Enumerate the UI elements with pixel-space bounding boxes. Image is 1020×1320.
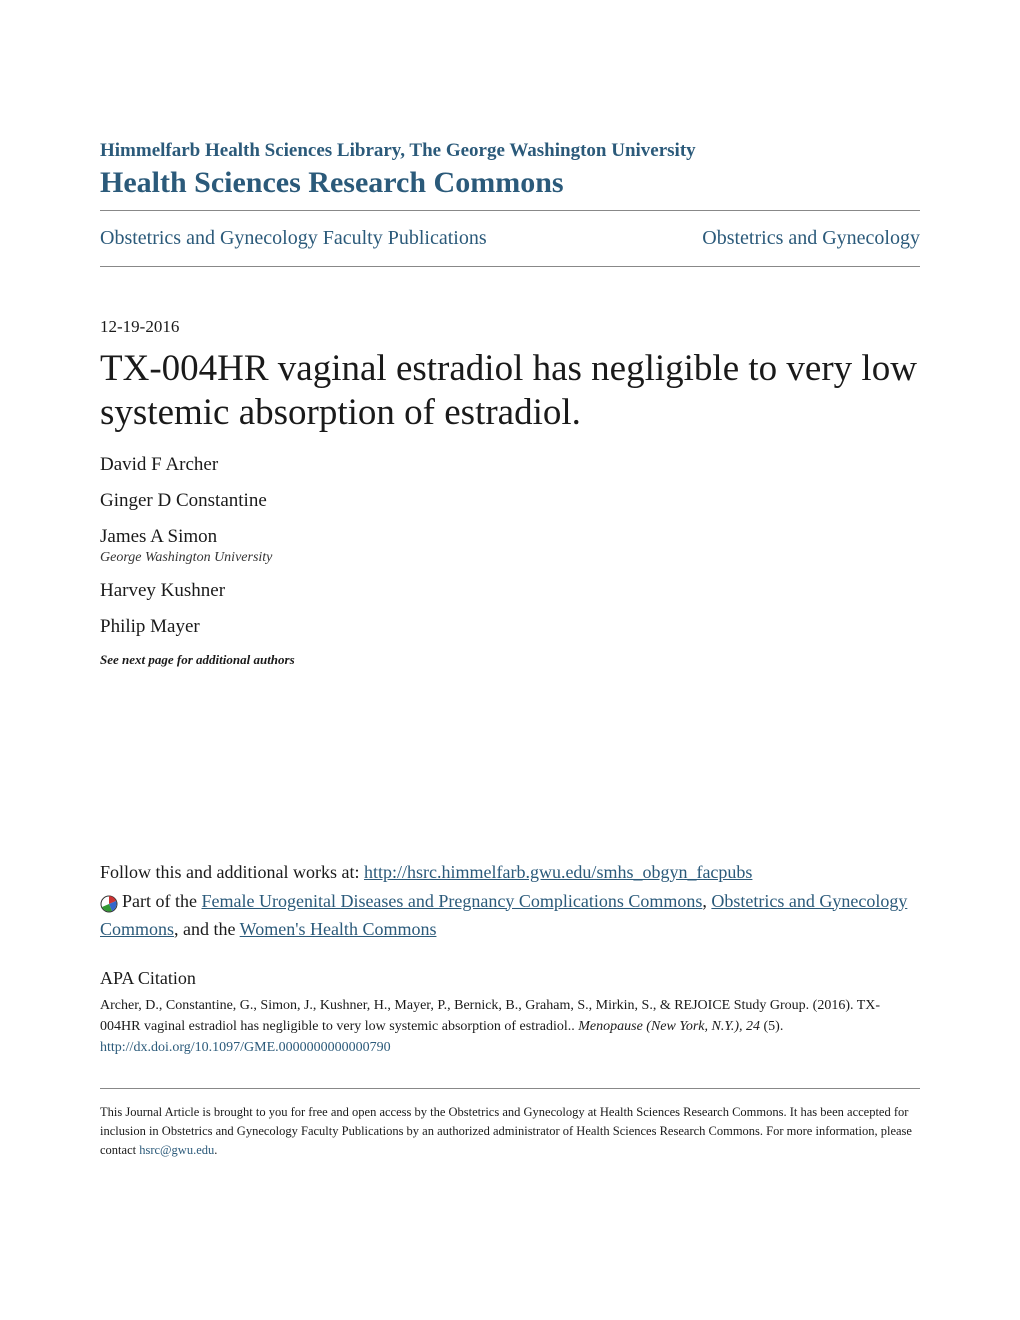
footer-body: This Journal Article is brought to you f… (100, 1105, 912, 1157)
doi-link[interactable]: http://dx.doi.org/10.1097/GME.0000000000… (100, 1040, 391, 1055)
collection-link[interactable]: Obstetrics and Gynecology Faculty Public… (100, 227, 487, 250)
author-name: Ginger D Constantine (100, 490, 920, 512)
see-next-page-note: See next page for additional authors (100, 652, 920, 668)
author-affiliation: George Washington University (100, 550, 920, 566)
publication-date: 12-19-2016 (100, 317, 920, 337)
repository-name: Health Sciences Research Commons (100, 166, 920, 200)
footer-period: . (214, 1143, 217, 1157)
footer-divider (100, 1088, 920, 1089)
repository-url-link[interactable]: http://hsrc.himmelfarb.gwu.edu/smhs_obgy… (364, 862, 752, 882)
citation-text: Archer, D., Constantine, G., Simon, J., … (100, 995, 920, 1058)
breadcrumb-nav: Obstetrics and Gynecology Faculty Public… (100, 211, 920, 266)
citation-heading: APA Citation (100, 968, 920, 989)
follow-prefix: Follow this and additional works at: (100, 862, 364, 882)
citation-journal: Menopause (New York, N.Y.), 24 (578, 1019, 760, 1034)
follow-section: Follow this and additional works at: htt… (100, 858, 920, 944)
header-divider-bottom (100, 266, 920, 267)
commons-link[interactable]: Female Urogenital Diseases and Pregnancy… (201, 891, 702, 911)
network-icon (100, 893, 118, 911)
commons-link[interactable]: Women's Health Commons (240, 919, 437, 939)
institution-name: Himmelfarb Health Sciences Library, The … (100, 140, 920, 162)
part-of-prefix: Part of the (122, 891, 201, 911)
citation-issue: (5). (760, 1019, 783, 1034)
article-title: TX-004HR vaginal estradiol has negligibl… (100, 347, 920, 436)
author-name: James A Simon (100, 526, 920, 548)
contact-email-link[interactable]: hsrc@gwu.edu (139, 1143, 214, 1157)
department-link[interactable]: Obstetrics and Gynecology (702, 227, 920, 250)
author-name: David F Archer (100, 454, 920, 476)
author-name: Philip Mayer (100, 616, 920, 638)
author-name: Harvey Kushner (100, 580, 920, 602)
separator: , and the (174, 919, 240, 939)
footer-text: This Journal Article is brought to you f… (100, 1103, 920, 1159)
